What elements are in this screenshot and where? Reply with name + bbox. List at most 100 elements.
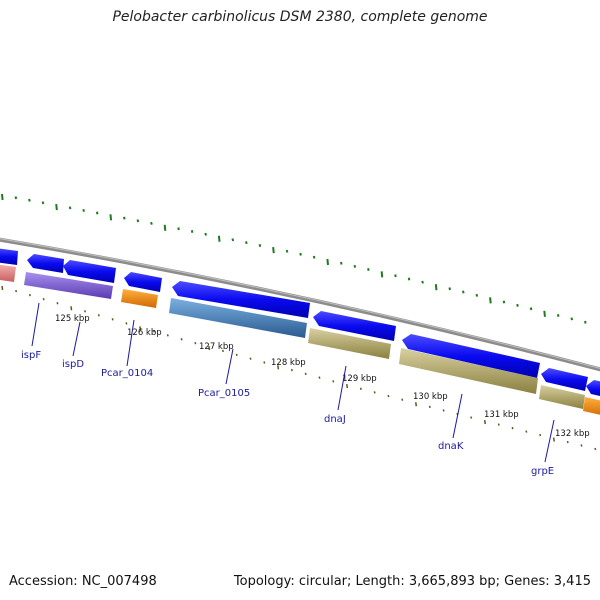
genome-summary-text: Topology: circular; Length: 3,665,893 bp… <box>233 574 591 589</box>
gc-tick-10 <box>136 219 140 223</box>
inner-tick-42 <box>580 444 583 447</box>
leader-grpE <box>544 419 555 463</box>
gene-block-steel <box>169 298 307 338</box>
gc-tick-4 <box>55 203 58 211</box>
gc-tick-27 <box>367 267 370 271</box>
gc-tick-43 <box>584 320 587 324</box>
gene-label-grpE: grpE <box>531 466 554 477</box>
cds-arrow-7 <box>402 334 540 378</box>
inner-tick-20 <box>277 365 280 370</box>
tick-label-127: 127 kbp <box>199 342 234 352</box>
gene-label-dnaJ: dnaJ <box>324 414 346 425</box>
inner-tick-28 <box>387 394 390 398</box>
inner-tick-31 <box>428 405 431 409</box>
inner-tick-23 <box>318 376 321 379</box>
inner-tick-10 <box>139 326 142 331</box>
gc-tick-38 <box>516 303 519 307</box>
gene-leader-lines <box>31 302 555 463</box>
inner-tick-26 <box>359 387 362 390</box>
gene-block-khaki-2 <box>399 348 538 394</box>
inner-tick-25 <box>346 383 349 389</box>
cds-track-outer <box>0 248 600 396</box>
cds-arrow-2 <box>27 254 64 273</box>
gc-tick-36 <box>489 297 492 304</box>
gc-tick-35 <box>475 293 479 297</box>
inner-tick-9 <box>125 322 128 325</box>
gc-tick-39 <box>529 307 533 311</box>
inner-tick-11 <box>152 330 156 333</box>
cds-arrow-5 <box>172 281 310 318</box>
gene-block-purple <box>24 272 113 299</box>
gc-tick-8 <box>109 214 113 221</box>
gc-tick-12 <box>163 224 167 231</box>
tick-label-129: 129 kbp <box>342 374 377 384</box>
gc-tick-21 <box>285 249 289 253</box>
gc-tick-11 <box>150 221 153 225</box>
inner-tick-27 <box>373 391 376 394</box>
inner-tick-29 <box>401 398 404 401</box>
gc-tick-5 <box>68 206 72 210</box>
gc-tick-2 <box>28 198 31 202</box>
gc-tick-15 <box>204 232 207 236</box>
gene-labels: ispF ispD Pcar_0104 Pcar_0105 dnaJ dnaK … <box>21 350 554 477</box>
gene-label-dnaK: dnaK <box>438 441 464 452</box>
inner-tick-24 <box>332 380 335 383</box>
gc-tick-23 <box>312 255 316 259</box>
inner-tick-7 <box>97 314 100 317</box>
cds-arrow-3 <box>63 260 116 283</box>
inner-tick-8 <box>111 318 114 321</box>
tick-label-128: 128 kbp <box>271 358 306 368</box>
gc-tick-30 <box>407 277 411 281</box>
gc-tick-16 <box>217 235 221 242</box>
gc-tick-18 <box>245 241 248 245</box>
gene-label-Pcar_0105: Pcar_0105 <box>198 388 250 399</box>
gc-tick-24 <box>326 258 329 266</box>
gc-tick-20 <box>272 247 275 254</box>
cds-arrow-1 <box>0 248 18 265</box>
leader-ispD <box>72 321 81 357</box>
inner-tick-22 <box>304 372 307 376</box>
gene-block-orange-2 <box>583 397 600 415</box>
gc-content-ticks <box>1 193 587 324</box>
inner-tick-13 <box>180 338 183 341</box>
tick-label-132: 132 kbp <box>555 429 590 439</box>
gc-tick-32 <box>434 284 438 291</box>
gc-tick-0 <box>1 193 4 201</box>
tick-label-130: 130 kbp <box>413 392 448 402</box>
gc-tick-6 <box>82 208 85 212</box>
genome-backbone-highlight <box>0 238 600 369</box>
cds-arrow-6 <box>313 311 396 341</box>
cds-arrow-4 <box>124 272 162 292</box>
cds-arrow-8 <box>541 368 588 391</box>
inner-tick-12 <box>166 334 169 337</box>
inner-tick-18 <box>249 357 252 360</box>
inner-tick-16 <box>221 349 224 353</box>
inner-tick-43 <box>594 447 597 451</box>
tick-label-131: 131 kbp <box>484 410 519 420</box>
inner-tick-21 <box>290 368 293 372</box>
gene-track-inner <box>0 264 600 415</box>
inner-tick-37 <box>511 426 514 430</box>
gc-tick-40 <box>543 310 546 317</box>
leader-dnaJ <box>337 365 347 411</box>
inner-tick-36 <box>497 423 500 426</box>
gc-tick-25 <box>339 261 343 265</box>
gc-tick-9 <box>123 216 126 220</box>
gc-tick-28 <box>380 271 384 278</box>
gc-tick-42 <box>570 317 574 321</box>
kbp-scale: 125 kbp 126 kbp 127 kbp 128 kbp 129 kbp … <box>55 314 590 439</box>
gc-tick-1 <box>14 196 18 200</box>
gc-tick-7 <box>95 211 99 215</box>
inner-tick-14 <box>194 341 197 345</box>
leader-Pcar_0104 <box>126 319 135 367</box>
gene-block-orange-1 <box>121 289 158 308</box>
inner-tick-39 <box>539 433 542 437</box>
leader-ispF <box>31 302 40 347</box>
gc-tick-3 <box>41 201 45 205</box>
inner-position-ticks <box>1 285 597 451</box>
gc-tick-17 <box>231 238 235 242</box>
genome-backbone <box>0 237 600 372</box>
inner-tick-32 <box>442 409 445 412</box>
gc-tick-22 <box>299 252 302 256</box>
